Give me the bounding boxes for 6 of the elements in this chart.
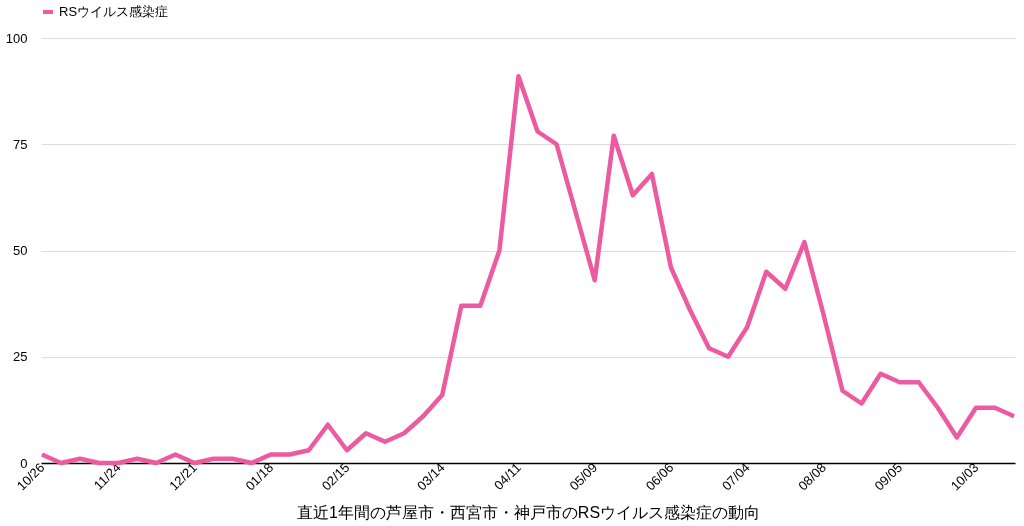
- y-tick-label: 25: [13, 349, 28, 365]
- y-tick-label: 75: [13, 136, 28, 152]
- y-tick-label: 100: [5, 30, 28, 46]
- x-axis-title: 直近1年間の芦屋市・西宮市・神戸市のRSウイルス感染症の動向: [296, 504, 761, 522]
- y-tick-label: 50: [13, 243, 28, 258]
- legend-label: RSウイルス感染症: [59, 4, 169, 19]
